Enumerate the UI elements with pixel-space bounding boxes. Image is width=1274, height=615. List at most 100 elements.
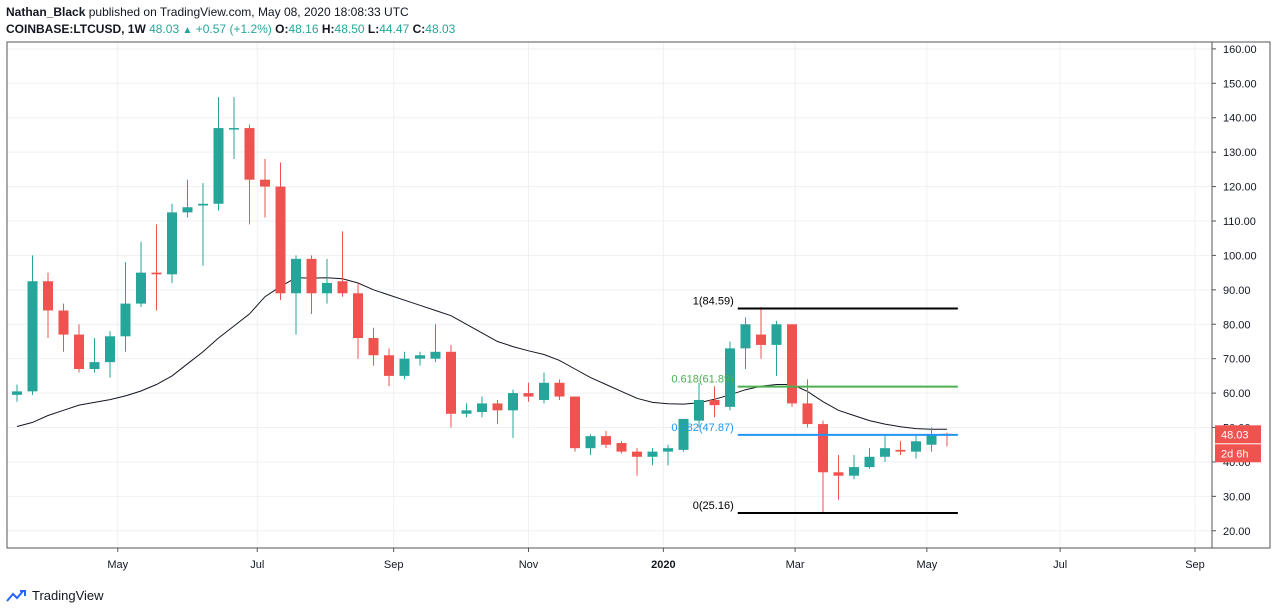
y-tick-label: 160.00	[1223, 44, 1257, 56]
candle-down	[632, 448, 642, 476]
y-tick-label: 120.00	[1223, 182, 1257, 194]
low-label: L:	[367, 22, 380, 36]
candle-body	[601, 436, 611, 445]
candle-body	[430, 351, 441, 359]
candle-up	[647, 448, 658, 466]
candle-up	[678, 418, 689, 452]
time-axis[interactable]: May Jul Sep Nov 2020 Mar May Jul Sep	[107, 548, 1205, 571]
candle-down	[446, 344, 456, 428]
y-tick-label: 90.00	[1223, 285, 1251, 297]
fib-level-label: 0.618(61.89)	[671, 374, 733, 386]
candle-body	[120, 303, 131, 337]
y-tick-label: 30.00	[1223, 491, 1251, 503]
candle-up	[477, 396, 487, 418]
candle-body	[647, 451, 658, 457]
candle-down	[275, 162, 286, 301]
candle-up	[120, 262, 131, 352]
candle-body	[384, 355, 394, 376]
candle-down	[260, 159, 270, 218]
candle-up	[694, 382, 704, 428]
candle-body	[926, 434, 937, 445]
candle-up	[229, 97, 239, 160]
price-axis[interactable]: 20.0030.0040.0050.0060.0070.0080.0090.00…	[1212, 44, 1257, 538]
chart-header: Nathan_Black published on TradingView.co…	[6, 4, 455, 39]
candle-body	[446, 351, 456, 414]
candle-body	[554, 382, 565, 397]
footer: TradingView	[6, 588, 104, 603]
x-tick-label: Jul	[1053, 559, 1067, 571]
candle-down	[833, 455, 844, 500]
candle-body	[849, 467, 859, 476]
candle-down	[368, 327, 379, 366]
symbol-label[interactable]: COINBASE:LTCUSD, 1W	[6, 22, 146, 36]
candle-up	[399, 351, 410, 380]
x-tick-label: Jul	[250, 559, 264, 571]
candle-up	[89, 338, 100, 373]
author-name[interactable]: Nathan_Black	[6, 5, 86, 19]
x-tick-label: May	[107, 559, 128, 571]
candle-up	[213, 97, 224, 211]
change-value: +0.57 (+1.2%)	[195, 22, 272, 36]
publish-line: Nathan_Black published on TradingView.co…	[6, 4, 455, 21]
candle-body	[771, 324, 782, 345]
x-tick-label: Sep	[1185, 559, 1205, 571]
candle-down	[554, 379, 565, 400]
candle-down	[787, 324, 797, 407]
candle-body	[585, 436, 596, 449]
price-badges: 48.03 2d 6h	[1215, 425, 1261, 463]
fib-level-label: 1(84.59)	[693, 295, 734, 307]
candle-body	[306, 258, 317, 294]
y-tick-label: 100.00	[1223, 250, 1257, 262]
candle-up	[198, 183, 208, 266]
up-triangle-icon: ▲	[182, 25, 193, 36]
candle-body	[523, 393, 534, 397]
candle-up	[926, 427, 937, 452]
countdown-badge	[1215, 444, 1261, 463]
close-value: 48.03	[425, 22, 456, 36]
candle-body	[911, 441, 921, 452]
published-text: published on TradingView.com, May 08, 20…	[88, 5, 409, 19]
candle-body	[740, 324, 751, 349]
last-price: 48.03	[149, 22, 180, 36]
candle-body	[864, 456, 875, 468]
candle-body	[678, 418, 689, 450]
countdown-text: 2d 6h	[1221, 448, 1249, 460]
candle-body	[105, 336, 115, 363]
low-value: 44.47	[379, 22, 410, 36]
fibonacci-layer[interactable]: 1(84.59) 0.618(61.89) 0.382(47.87) 0(25.16)	[671, 295, 958, 515]
x-tick-label: Sep	[384, 559, 404, 571]
x-tick-label: 2020	[651, 559, 675, 571]
open-value: 48.16	[288, 22, 319, 36]
candle-down	[244, 124, 255, 225]
candle-body	[291, 258, 301, 294]
candle-body	[895, 449, 906, 452]
symbol-line: COINBASE:LTCUSD, 1W 48.03 ▲ +0.57 (+1.2%…	[6, 21, 455, 39]
candle-body	[43, 281, 53, 311]
candle-body	[12, 391, 22, 395]
candle-up	[291, 255, 301, 335]
candle-up	[880, 434, 890, 462]
candle-up	[322, 258, 332, 304]
candle-body	[353, 293, 363, 339]
y-tick-label: 110.00	[1223, 216, 1256, 228]
y-tick-label: 70.00	[1223, 354, 1251, 366]
candle-up	[864, 448, 875, 469]
candle-body	[756, 334, 766, 345]
candle-body	[415, 355, 425, 359]
candle-down	[570, 396, 580, 452]
last-price-badge	[1215, 425, 1261, 444]
candle-down	[818, 420, 828, 514]
y-tick-label: 150.00	[1223, 78, 1257, 90]
candle-up	[725, 341, 735, 411]
candle-body	[570, 396, 580, 449]
candle-body	[89, 362, 100, 370]
candle-body	[322, 282, 332, 294]
candle-body	[461, 410, 472, 414]
candle-up	[740, 317, 751, 370]
candle-up	[771, 320, 782, 376]
fib-level-label: 0.382(47.87)	[671, 422, 733, 434]
candle-body	[787, 324, 797, 404]
footer-brand[interactable]: TradingView	[32, 588, 104, 603]
y-tick-label: 60.00	[1223, 388, 1251, 400]
